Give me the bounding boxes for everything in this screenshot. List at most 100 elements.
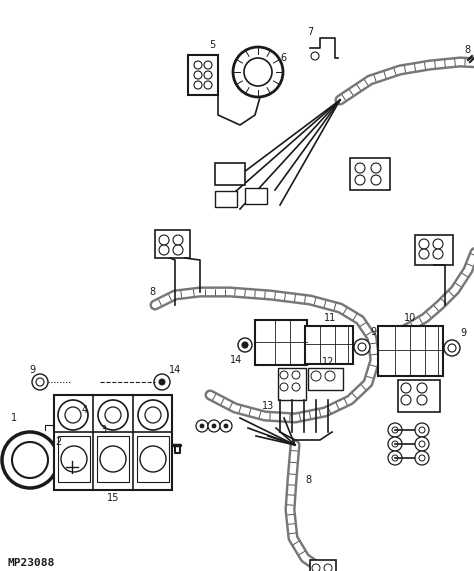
Circle shape [238, 338, 252, 352]
Text: 9: 9 [460, 328, 466, 338]
Text: 11: 11 [324, 313, 336, 323]
Circle shape [244, 58, 272, 86]
Text: 9: 9 [370, 327, 376, 337]
Circle shape [224, 424, 228, 428]
Bar [58, 436, 90, 482]
Circle shape [159, 379, 165, 385]
Bar [155, 230, 190, 258]
Circle shape [354, 339, 370, 355]
Text: 8: 8 [149, 287, 155, 297]
Circle shape [138, 400, 168, 430]
Bar [245, 188, 267, 204]
Circle shape [392, 455, 398, 461]
Circle shape [196, 420, 208, 432]
Text: 4: 4 [82, 405, 88, 415]
Circle shape [58, 400, 88, 430]
Text: 13: 13 [262, 401, 274, 411]
Circle shape [448, 344, 456, 352]
Circle shape [392, 427, 398, 433]
Bar [278, 368, 306, 400]
Text: 1: 1 [11, 413, 17, 423]
Bar [255, 320, 307, 365]
Circle shape [388, 437, 402, 451]
Text: 2: 2 [55, 437, 61, 447]
Circle shape [312, 564, 320, 571]
Circle shape [417, 395, 427, 405]
Circle shape [204, 71, 212, 79]
Bar [350, 158, 390, 190]
Circle shape [242, 342, 248, 348]
Circle shape [311, 371, 321, 381]
Text: 12: 12 [322, 357, 334, 367]
Circle shape [388, 451, 402, 465]
Circle shape [417, 383, 427, 393]
Circle shape [415, 423, 429, 437]
Circle shape [108, 433, 132, 457]
Bar [415, 235, 453, 265]
Circle shape [419, 239, 429, 249]
Circle shape [401, 395, 411, 405]
Circle shape [371, 175, 381, 185]
Circle shape [194, 81, 202, 89]
Text: 8: 8 [305, 475, 311, 485]
Bar [215, 191, 237, 207]
Circle shape [194, 61, 202, 69]
Circle shape [54, 449, 90, 485]
Circle shape [65, 407, 81, 423]
Bar [137, 436, 169, 482]
Circle shape [220, 420, 232, 432]
Circle shape [204, 81, 212, 89]
Circle shape [280, 371, 288, 379]
Circle shape [194, 71, 202, 79]
Circle shape [212, 424, 216, 428]
Bar [378, 326, 443, 376]
Circle shape [204, 61, 212, 69]
Circle shape [292, 371, 300, 379]
Circle shape [433, 239, 443, 249]
Circle shape [32, 374, 48, 390]
Circle shape [355, 175, 365, 185]
Circle shape [325, 371, 335, 381]
Circle shape [280, 383, 288, 391]
Bar [215, 163, 245, 185]
Circle shape [433, 249, 443, 259]
Circle shape [105, 407, 121, 423]
Circle shape [98, 400, 128, 430]
Circle shape [371, 163, 381, 173]
Circle shape [100, 446, 126, 472]
Bar [54, 395, 172, 490]
Text: 7: 7 [307, 27, 313, 37]
Circle shape [233, 47, 283, 97]
Circle shape [140, 446, 166, 472]
Bar [188, 55, 218, 95]
Bar [310, 560, 336, 571]
Circle shape [324, 564, 332, 571]
Circle shape [159, 235, 169, 245]
Circle shape [154, 374, 170, 390]
Circle shape [12, 442, 48, 478]
Circle shape [208, 420, 220, 432]
Circle shape [419, 427, 425, 433]
Text: 9: 9 [29, 365, 35, 375]
Circle shape [200, 424, 204, 428]
Text: 5: 5 [209, 40, 215, 50]
Text: 14: 14 [230, 355, 242, 365]
Circle shape [61, 446, 87, 472]
Text: 8: 8 [464, 45, 470, 55]
Circle shape [62, 457, 82, 477]
Circle shape [444, 340, 460, 356]
Circle shape [173, 245, 183, 255]
Circle shape [311, 52, 319, 60]
Text: 15: 15 [107, 493, 119, 503]
Circle shape [401, 383, 411, 393]
Circle shape [159, 245, 169, 255]
Circle shape [419, 249, 429, 259]
Text: 6: 6 [280, 53, 286, 63]
Circle shape [145, 407, 161, 423]
Circle shape [36, 378, 44, 386]
Bar [398, 380, 440, 412]
Text: MP23088: MP23088 [8, 558, 55, 568]
Circle shape [388, 423, 402, 437]
Circle shape [2, 432, 58, 488]
Circle shape [415, 437, 429, 451]
